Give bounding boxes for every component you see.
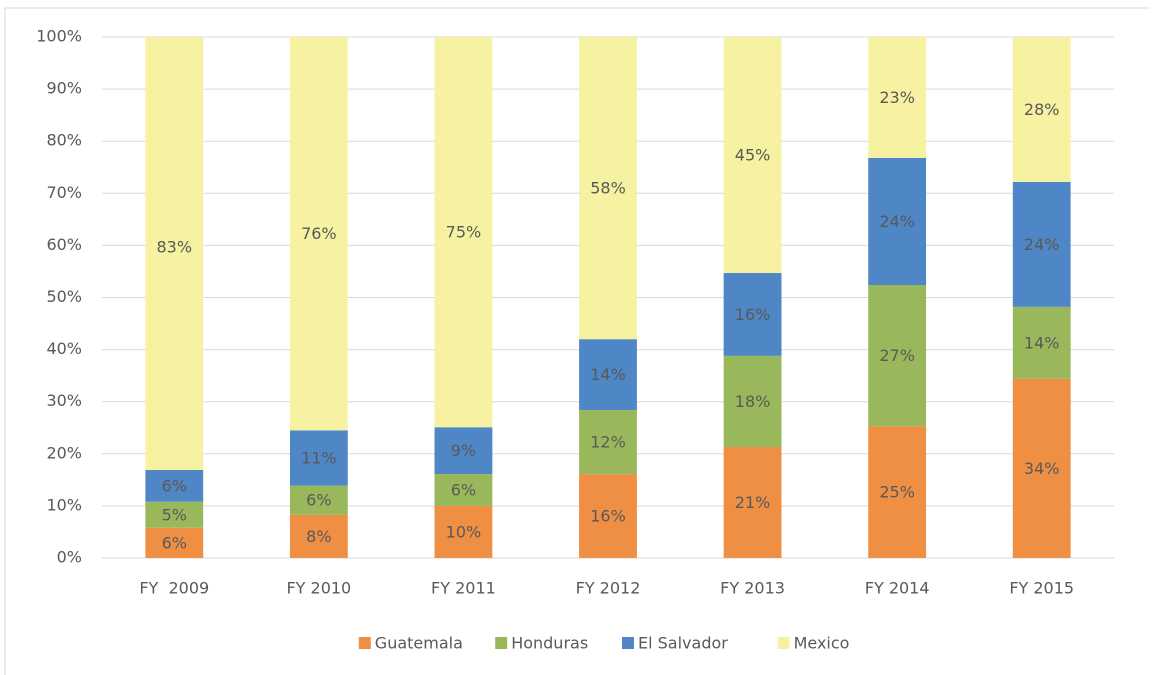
data-label: 8%	[306, 527, 331, 546]
data-label: 83%	[157, 238, 193, 257]
legend-label: El Salvador	[638, 634, 728, 653]
bar-segment	[289, 430, 348, 486]
data-label: 14%	[590, 365, 626, 384]
x-tick-label: FY 2011	[431, 579, 496, 598]
y-tick-label: 20%	[46, 443, 82, 462]
y-tick-label: 80%	[46, 131, 82, 150]
bar-segment	[723, 273, 782, 356]
bar-segment	[434, 505, 493, 558]
data-label: 16%	[590, 507, 626, 526]
y-tick-label: 90%	[46, 79, 82, 98]
bar-segment	[579, 339, 637, 411]
y-tick-label: 0%	[57, 548, 82, 567]
bar-segment	[145, 469, 204, 502]
x-tick-label: FY 2010	[286, 579, 351, 598]
x-tick-label: FY 2009	[139, 579, 209, 598]
legend-swatch	[777, 637, 790, 649]
data-label: 76%	[301, 224, 337, 243]
data-label: 23%	[879, 88, 915, 107]
data-label: 5%	[162, 505, 187, 524]
bar-segment	[434, 37, 493, 428]
legend-label: Guatemala	[375, 634, 463, 653]
data-label: 24%	[1024, 235, 1060, 254]
data-label: 27%	[879, 346, 915, 365]
data-label: 28%	[1024, 100, 1060, 119]
data-label: 14%	[1024, 333, 1060, 352]
data-label: 24%	[879, 212, 915, 231]
bar-segment	[579, 37, 637, 340]
x-tick-label: FY 2012	[576, 579, 641, 598]
x-tick-label: FY 2014	[865, 579, 930, 598]
y-tick-label: 60%	[46, 235, 82, 254]
data-label: 75%	[446, 223, 482, 242]
data-label: 34%	[1024, 459, 1060, 478]
data-label: 21%	[735, 493, 771, 512]
bar-segment	[723, 355, 782, 448]
legend-swatch	[622, 637, 634, 649]
data-label: 9%	[451, 441, 476, 460]
y-tick-label: 50%	[46, 287, 82, 306]
bar-segment	[868, 157, 927, 285]
data-label: 25%	[879, 483, 915, 502]
y-tick-label: 100%	[36, 27, 82, 46]
y-tick-label: 30%	[46, 391, 82, 410]
y-tick-label: 10%	[46, 495, 82, 514]
legend-swatch	[358, 637, 371, 649]
data-label: 11%	[301, 448, 337, 467]
bar-segment	[434, 474, 493, 506]
bar-segment	[1012, 37, 1071, 182]
bar-segment	[1012, 181, 1071, 307]
x-tick-label: FY 2015	[1009, 579, 1074, 598]
bar-segment	[579, 474, 637, 558]
bar-segment	[434, 427, 493, 475]
data-label: 16%	[735, 305, 771, 324]
bar-segment	[145, 527, 204, 558]
bar-segment	[289, 485, 348, 515]
data-label: 6%	[162, 476, 187, 495]
data-label: 6%	[306, 491, 331, 510]
bar-segment	[868, 426, 927, 558]
bar-segment	[868, 284, 927, 427]
data-label: 12%	[590, 433, 626, 452]
legend-label: Mexico	[794, 634, 850, 653]
data-label: 6%	[451, 481, 476, 500]
bar-segment	[1012, 306, 1071, 379]
bar-segment	[289, 514, 348, 558]
bar-segment	[723, 447, 782, 558]
bar-segment	[145, 501, 204, 528]
bar-segment	[145, 37, 204, 470]
data-label: 6%	[162, 533, 187, 552]
bar-segment	[1012, 378, 1071, 558]
y-tick-label: 70%	[46, 183, 82, 202]
x-tick-label: FY 2013	[720, 579, 785, 598]
data-label: 18%	[735, 392, 771, 411]
bar-segment	[868, 37, 927, 158]
chart-border	[4, 7, 1150, 675]
legend-label: Honduras	[511, 634, 588, 653]
data-label: 10%	[446, 522, 482, 541]
legend-swatch	[495, 637, 508, 649]
bar-segment	[579, 410, 637, 475]
data-label: 45%	[735, 146, 771, 165]
bar-segment	[289, 37, 348, 431]
data-label: 58%	[590, 179, 626, 198]
y-tick-label: 40%	[46, 339, 82, 358]
bar-segment	[723, 37, 782, 274]
